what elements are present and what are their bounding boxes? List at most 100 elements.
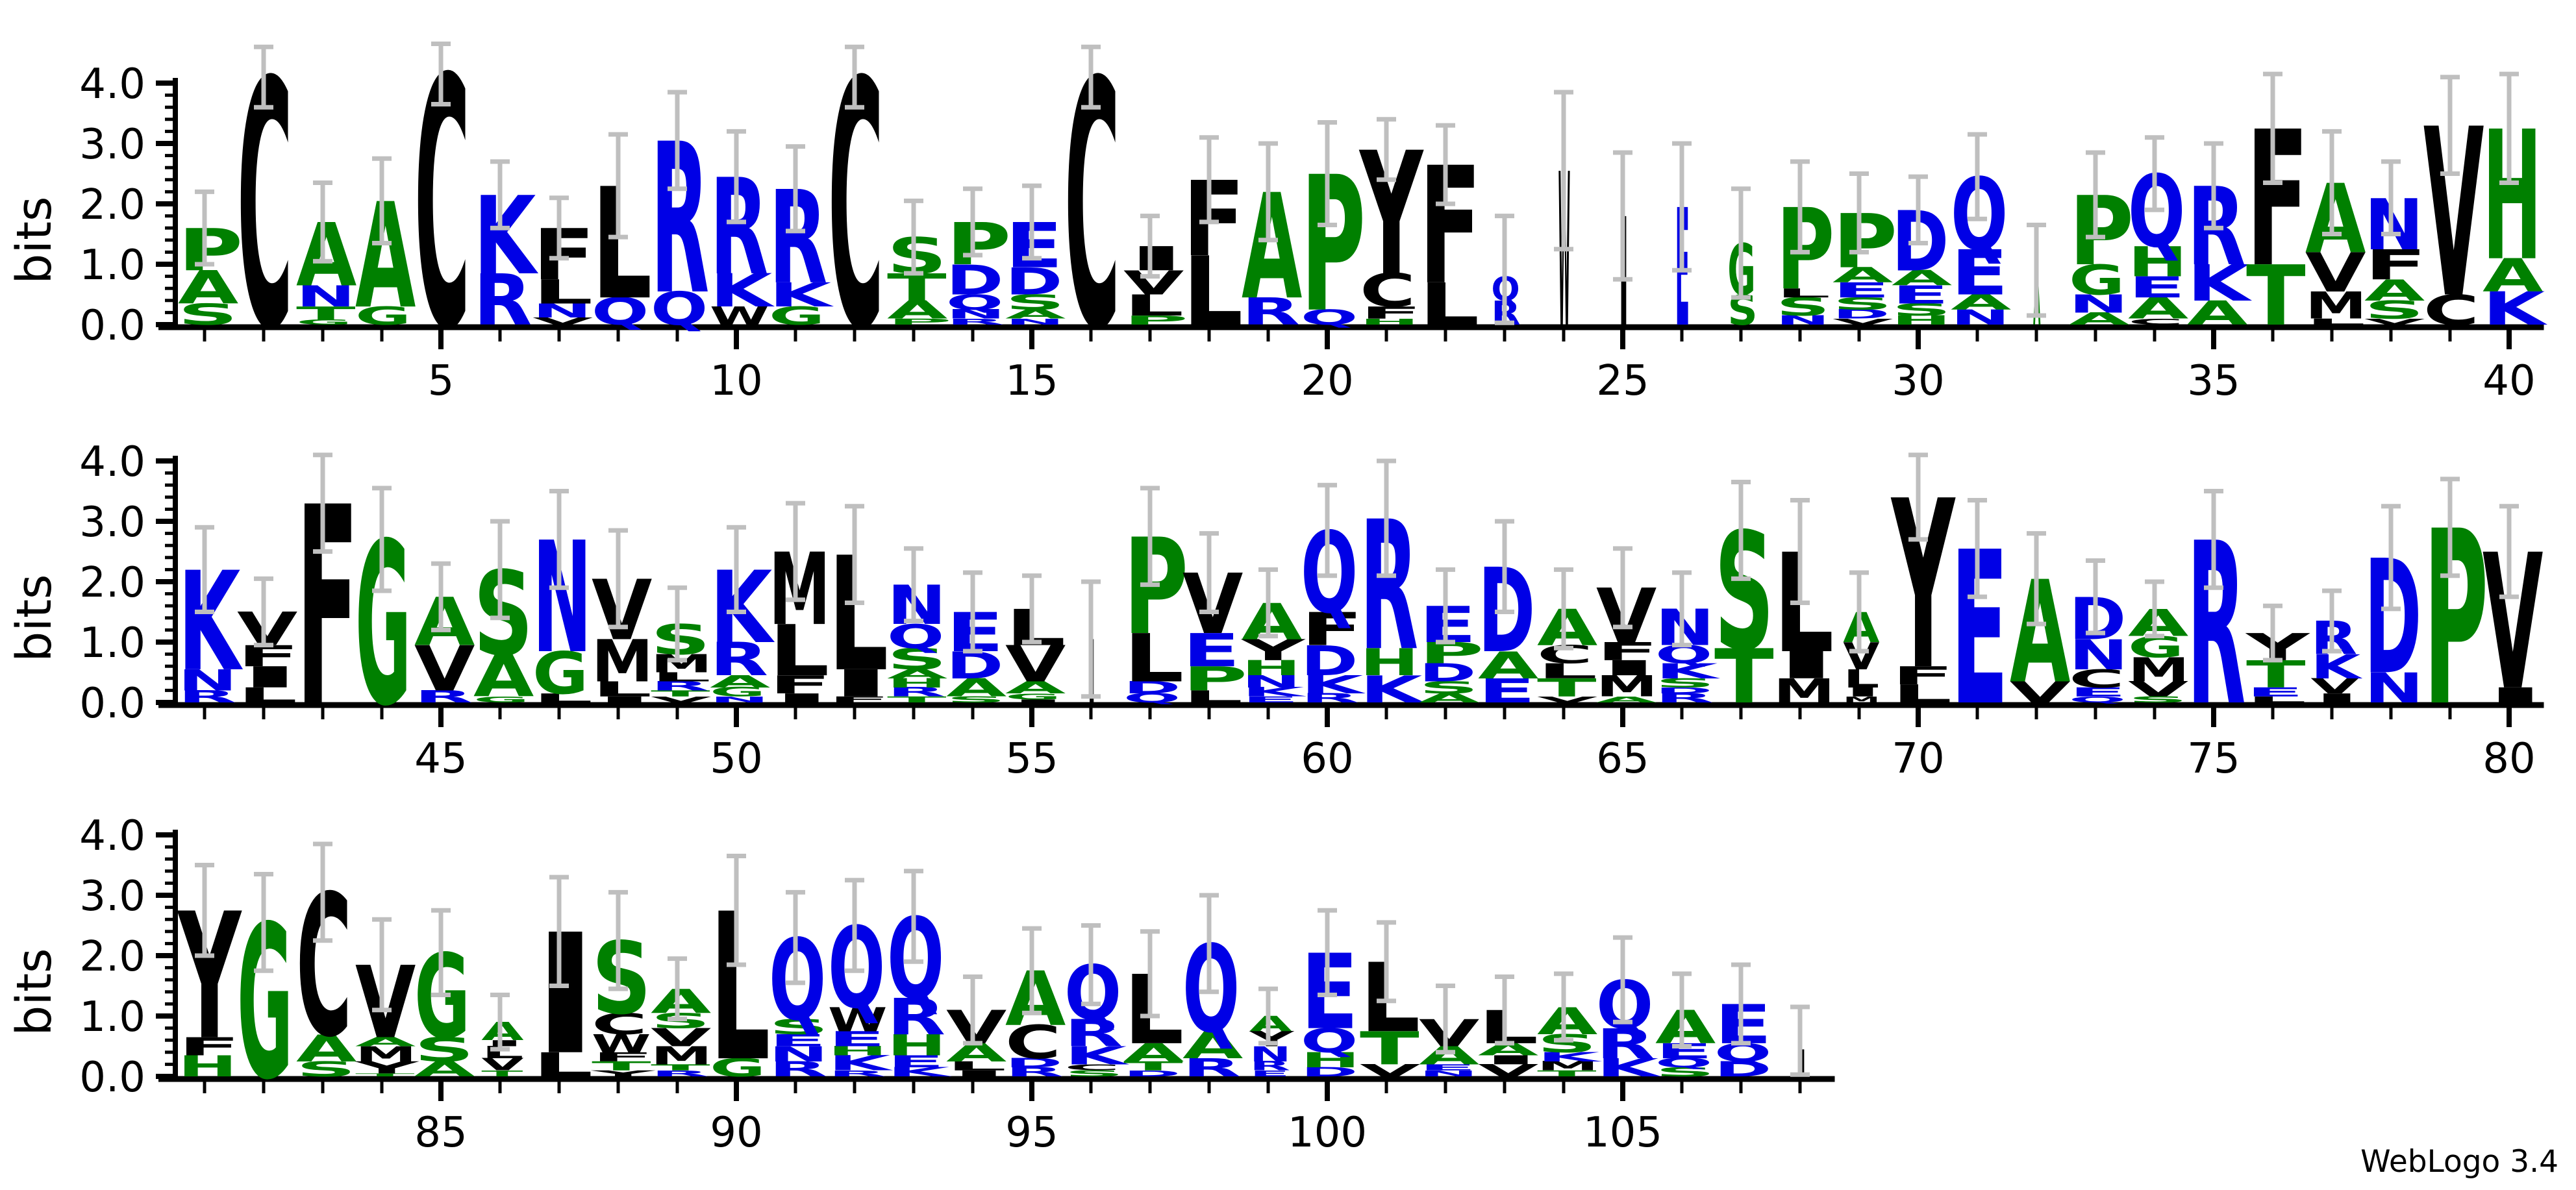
logo-letter-N: N	[532, 510, 592, 688]
logo-letter-R: R	[769, 1058, 827, 1082]
logo-letter-V: V	[1123, 264, 1184, 302]
error-bar	[963, 974, 982, 1046]
logo-letter-E: E	[1951, 237, 2008, 309]
logo-letter-V: V	[651, 695, 711, 704]
logo-letter-I: I	[1123, 240, 1190, 278]
error-bar	[1554, 971, 1573, 1043]
logo-letter-G: G	[769, 302, 825, 330]
error-bar	[490, 519, 510, 621]
error-bar	[1554, 90, 1573, 252]
logo-letter-A: A	[2128, 602, 2188, 645]
logo-letter-K: K	[1537, 1050, 1603, 1064]
y-tick-label: 3.0	[79, 873, 145, 921]
error-bar	[786, 144, 805, 234]
error-bar	[1968, 497, 1987, 599]
logo-letter-P: P	[1182, 660, 1247, 698]
logo-letter-T: T	[651, 689, 710, 699]
error-bar	[2381, 504, 2401, 612]
logo-letter-G: G	[355, 302, 411, 330]
logo-letter-R: R	[710, 633, 768, 686]
logo-letter-P: P	[1123, 510, 1188, 664]
logo-letter-T: T	[355, 1072, 415, 1077]
logo-stack-pos-45: RVA	[414, 584, 475, 706]
logo-letter-I: I	[592, 695, 658, 704]
logo-letter-D: D	[1655, 686, 1712, 695]
logo-letter-M: M	[355, 1042, 417, 1066]
y-axis-title: bits	[6, 948, 62, 1035]
error-bar	[1377, 458, 1396, 578]
error-bar	[904, 546, 923, 623]
logo-letter-S: S	[1892, 300, 1951, 319]
error-bar	[1436, 123, 1455, 206]
logo-letter-A: A	[1249, 1012, 1292, 1036]
logo-letter-V: V	[946, 1001, 1007, 1054]
logo-letter-K: K	[828, 1052, 894, 1076]
logo-letter-E: E	[1419, 1063, 1477, 1072]
error-bar	[668, 585, 687, 663]
logo-letter-G: G	[532, 640, 588, 707]
error-bar	[549, 874, 569, 988]
logo-letter-A: A	[414, 584, 475, 662]
logo-letter-T: T	[651, 1063, 710, 1072]
error-bar	[1377, 117, 1396, 182]
logo-letter-S: S	[1655, 676, 1715, 690]
logo-stack-pos-75: R	[2187, 495, 2245, 755]
logo-letter-F: F	[532, 214, 595, 296]
logo-letter-P: P	[1832, 198, 1897, 285]
logo-letter-L: L	[1478, 1001, 1538, 1054]
logo-letter-L: L	[1182, 687, 1243, 706]
logo-letter-P: P	[1123, 313, 1188, 327]
x-tick-label: 85	[414, 1109, 467, 1157]
logo-letter-F: F	[828, 695, 891, 704]
error-bar	[2145, 135, 2164, 212]
logo-letter-G: G	[2069, 256, 2125, 304]
logo-letter-G: G	[296, 319, 352, 327]
error-bar	[1495, 519, 1514, 614]
logo-letter-L: L	[1182, 236, 1243, 347]
logo-stack-pos-101: VTL	[1360, 943, 1421, 1080]
logo-stack-pos-98: RAQ	[1182, 921, 1243, 1082]
logo-letter-F: F	[2364, 241, 2427, 289]
logo-letter-R: R	[1360, 482, 1418, 690]
logo-letter-V: V	[1182, 557, 1243, 653]
logo-stack-pos-31: NAEQ	[1951, 157, 2011, 329]
logo-letter-D: D	[946, 256, 1003, 304]
error-bar	[1022, 573, 1042, 645]
logo-letter-R: R	[887, 989, 945, 1047]
error-bar	[1908, 452, 1928, 542]
error-bar	[313, 452, 332, 554]
error-bar	[431, 561, 451, 632]
logo-letter-S: S	[414, 1030, 474, 1069]
error-bar	[786, 501, 805, 602]
logo-letter-Q: Q	[1655, 1056, 1712, 1070]
error-bar	[1495, 214, 1514, 325]
logo-letter-Q: Q	[887, 618, 944, 656]
logo-stack-pos-8: QL	[592, 156, 652, 334]
error-bar	[1731, 186, 1751, 300]
error-bar	[195, 189, 214, 267]
logo-letter-P: P	[1301, 137, 1366, 353]
logo-letter-A: A	[1005, 678, 1066, 697]
error-bar	[1908, 174, 1928, 245]
error-bar	[1672, 141, 1692, 273]
logo-stack-pos-9: QR	[651, 99, 709, 341]
logo-letter-A: A	[1951, 290, 2011, 314]
logo-letter-A: A	[1005, 956, 1066, 1043]
logo-letter-A: A	[2128, 292, 2188, 325]
logo-letter-F: F	[1892, 662, 1955, 690]
logo-letter-R: R	[1064, 1011, 1123, 1055]
logo-letter-R: R	[414, 687, 473, 706]
logo-stack-pos-10: WKR	[710, 151, 775, 330]
logo-letter-A: A	[887, 667, 948, 681]
logo-letter-K: K	[2482, 282, 2548, 336]
logo-letter-I: I	[2310, 691, 2363, 705]
logo-letter-W: W	[828, 1001, 887, 1039]
logo-letter-T: T	[2246, 247, 2306, 344]
